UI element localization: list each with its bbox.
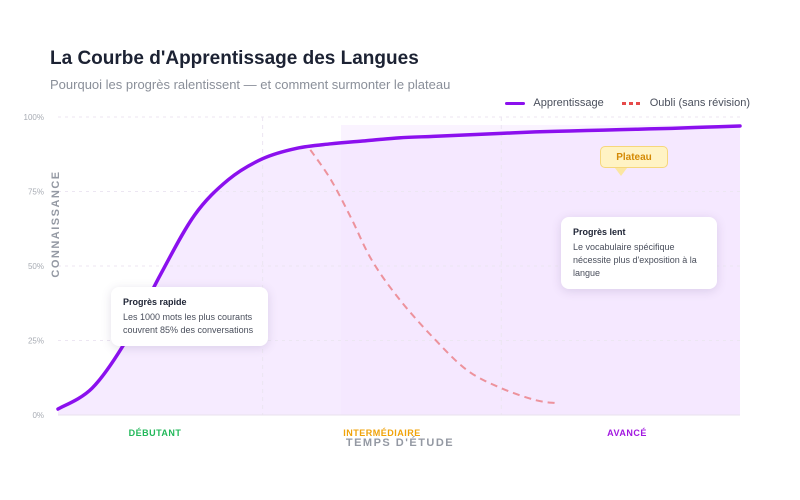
legend: Apprentissage Oubli (sans révision)	[505, 97, 750, 109]
y-tick-label: 25%	[28, 337, 44, 346]
learning-curve	[56, 124, 742, 411]
legend-item-learning[interactable]: Apprentissage	[505, 97, 604, 109]
callout-slow-progress: Progrès lent Le vocabulaire spécifique n…	[561, 217, 717, 290]
phase-label-intermediaire: INTERMÉDIAIRE	[343, 428, 421, 438]
phase-label-debutant: DÉBUTANT	[128, 428, 182, 438]
legend-label-learning: Apprentissage	[533, 97, 604, 109]
legend-item-forgetting[interactable]: Oubli (sans révision)	[621, 97, 750, 109]
callout-slow-text: Le vocabulaire spécifique nécessite plus…	[573, 242, 697, 279]
callout-fast-progress: Progrès rapide Les 1000 mots les plus co…	[111, 287, 268, 347]
y-tick-label: 75%	[28, 188, 44, 197]
phase-label-avance: AVANCÉ	[607, 428, 647, 438]
y-tick-label: 100%	[24, 113, 44, 122]
y-tick-label: 0%	[32, 411, 44, 420]
chart-subtitle: Pourquoi les progrès ralentissent — et c…	[50, 77, 451, 92]
chart-title: La Courbe d'Apprentissage des Langues	[50, 48, 419, 69]
callout-fast-title: Progrès rapide	[123, 297, 187, 307]
legend-swatch-learning	[505, 101, 526, 105]
x-axis-label: TEMPS D'ÉTUDE	[345, 437, 455, 449]
plateau-pointer	[615, 168, 627, 176]
legend-swatch-forgetting	[621, 101, 642, 105]
legend-label-forgetting: Oubli (sans révision)	[649, 97, 750, 109]
forgetting-curve	[309, 149, 557, 405]
y-tick-label: 50%	[28, 262, 44, 271]
y-axis-label: CONNAISSANCE	[50, 170, 62, 278]
plateau-badge: Plateau	[600, 146, 668, 168]
callout-slow-title: Progrès lent	[573, 227, 626, 237]
callout-fast-text: Les 1000 mots les plus courants couvrent…	[123, 312, 254, 336]
